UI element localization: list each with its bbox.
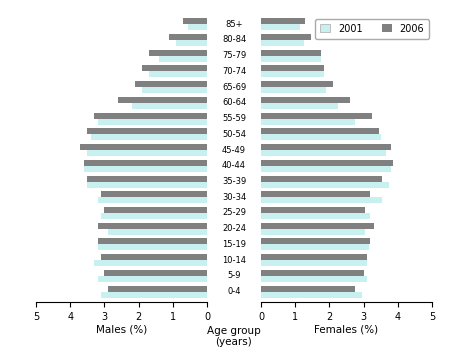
Bar	[261, 134, 381, 140]
Bar	[261, 87, 326, 93]
Bar	[84, 160, 207, 166]
Bar	[87, 150, 207, 156]
Bar	[261, 254, 367, 260]
Bar	[261, 244, 369, 250]
Bar	[261, 181, 389, 187]
Bar	[261, 223, 374, 229]
Bar	[183, 18, 207, 24]
Text: 15-19: 15-19	[222, 240, 246, 249]
Bar	[98, 223, 207, 229]
Bar	[159, 56, 207, 62]
Bar	[261, 128, 379, 134]
Bar	[98, 119, 207, 125]
Bar	[261, 119, 355, 125]
Text: 55-59: 55-59	[222, 114, 246, 123]
Bar	[261, 160, 393, 166]
Text: 20-24: 20-24	[222, 224, 246, 233]
Bar	[94, 113, 207, 119]
X-axis label: Males (%): Males (%)	[96, 324, 147, 335]
X-axis label: Females (%): Females (%)	[315, 324, 378, 335]
Bar	[98, 238, 207, 244]
Bar	[118, 97, 207, 103]
Bar	[261, 103, 338, 109]
Bar	[261, 197, 382, 203]
Bar	[87, 128, 207, 134]
Bar	[261, 286, 355, 292]
Bar	[135, 81, 207, 87]
Bar	[87, 181, 207, 187]
Bar	[176, 40, 207, 46]
Bar	[169, 34, 207, 40]
Bar	[261, 18, 306, 24]
Text: 25-29: 25-29	[222, 208, 246, 218]
Bar	[91, 134, 207, 140]
Bar	[261, 276, 367, 282]
Text: 60-64: 60-64	[222, 98, 246, 107]
Bar	[87, 176, 207, 181]
Bar	[261, 260, 367, 266]
Bar	[261, 113, 372, 119]
Text: 0-4: 0-4	[227, 287, 241, 296]
Bar	[101, 254, 207, 260]
Bar	[101, 191, 207, 197]
Text: 40-44: 40-44	[222, 161, 246, 170]
Text: 70-74: 70-74	[222, 67, 246, 76]
Bar	[142, 87, 207, 93]
Bar	[261, 40, 304, 46]
Text: Age group
(years): Age group (years)	[207, 326, 261, 347]
Text: 80-84: 80-84	[222, 35, 246, 45]
Bar	[98, 197, 207, 203]
Text: 65-69: 65-69	[222, 83, 246, 92]
Bar	[98, 244, 207, 250]
Bar	[188, 24, 207, 30]
Bar	[98, 276, 207, 282]
Bar	[261, 213, 370, 219]
Bar	[261, 144, 391, 150]
Bar	[81, 144, 207, 150]
Bar	[132, 103, 207, 109]
Bar	[261, 229, 365, 235]
Bar	[104, 207, 207, 213]
Bar	[261, 56, 321, 62]
Bar	[101, 292, 207, 298]
Bar	[108, 229, 207, 235]
Bar	[261, 238, 370, 244]
Bar	[84, 166, 207, 172]
Bar	[261, 191, 370, 197]
Bar	[261, 166, 391, 172]
Bar	[149, 72, 207, 78]
Bar	[261, 50, 321, 56]
Bar	[261, 97, 350, 103]
Bar	[142, 66, 207, 72]
Bar	[261, 150, 386, 156]
Bar	[261, 292, 362, 298]
Bar	[261, 207, 365, 213]
Text: 45-49: 45-49	[222, 146, 246, 154]
Bar	[261, 72, 324, 78]
Bar	[104, 270, 207, 276]
Text: 30-34: 30-34	[222, 193, 246, 202]
Legend: 2001, 2006: 2001, 2006	[315, 19, 429, 39]
Bar	[108, 286, 207, 292]
Bar	[149, 50, 207, 56]
Text: 85+: 85+	[225, 20, 243, 29]
Bar	[261, 81, 333, 87]
Bar	[94, 260, 207, 266]
Text: 10-14: 10-14	[222, 256, 246, 265]
Text: 50-54: 50-54	[222, 130, 246, 139]
Bar	[261, 66, 324, 72]
Text: 5-9: 5-9	[227, 271, 241, 280]
Bar	[261, 34, 310, 40]
Text: 75-79: 75-79	[222, 51, 246, 60]
Bar	[261, 270, 364, 276]
Text: 35-39: 35-39	[222, 177, 246, 186]
Bar	[101, 213, 207, 219]
Bar	[261, 176, 382, 181]
Bar	[261, 24, 300, 30]
